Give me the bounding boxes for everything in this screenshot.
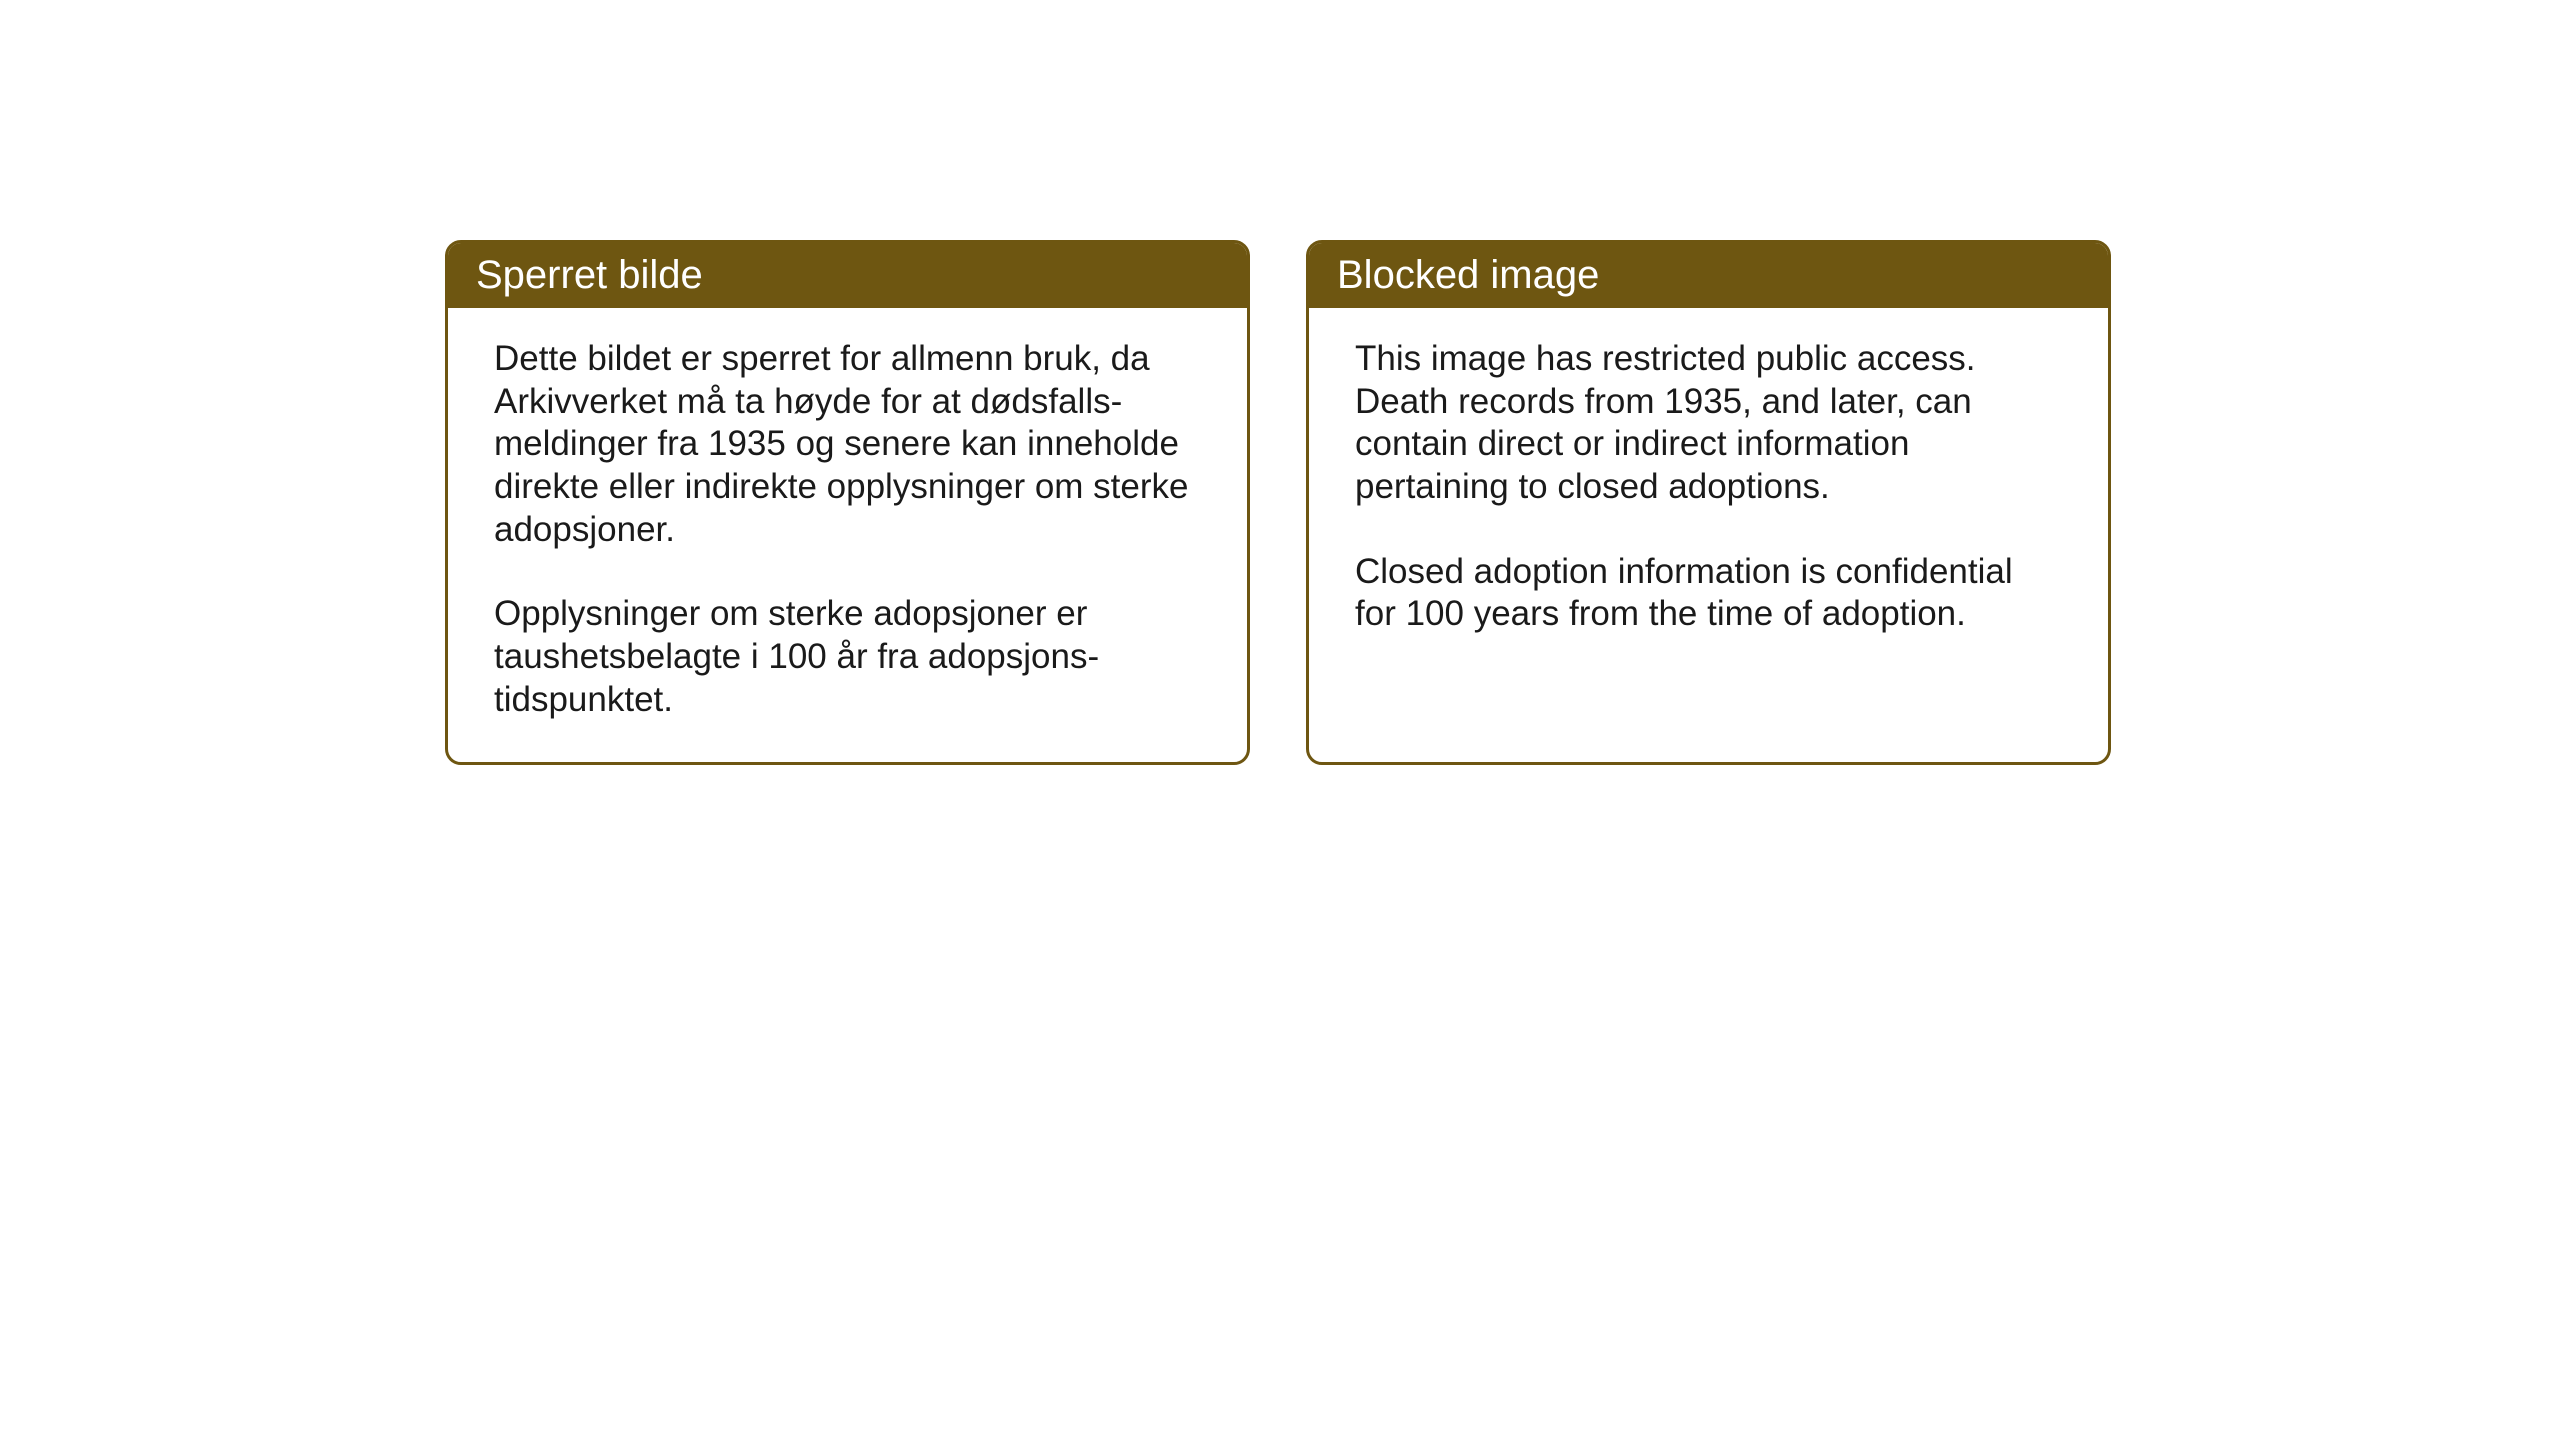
- info-cards-container: Sperret bilde Dette bildet er sperret fo…: [445, 240, 2111, 765]
- info-card-norwegian: Sperret bilde Dette bildet er sperret fo…: [445, 240, 1250, 765]
- card-header-norwegian: Sperret bilde: [448, 243, 1247, 308]
- card-paragraph: Opplysninger om sterke adopsjoner er tau…: [494, 593, 1201, 721]
- card-header-english: Blocked image: [1309, 243, 2108, 308]
- info-card-english: Blocked image This image has restricted …: [1306, 240, 2111, 765]
- card-body-english: This image has restricted public access.…: [1309, 308, 2108, 748]
- card-paragraph: Dette bildet er sperret for allmenn bruk…: [494, 338, 1201, 551]
- card-title: Sperret bilde: [476, 253, 703, 297]
- card-body-norwegian: Dette bildet er sperret for allmenn bruk…: [448, 308, 1247, 762]
- card-paragraph: This image has restricted public access.…: [1355, 338, 2062, 509]
- card-title: Blocked image: [1337, 253, 1599, 297]
- card-paragraph: Closed adoption information is confident…: [1355, 551, 2062, 636]
